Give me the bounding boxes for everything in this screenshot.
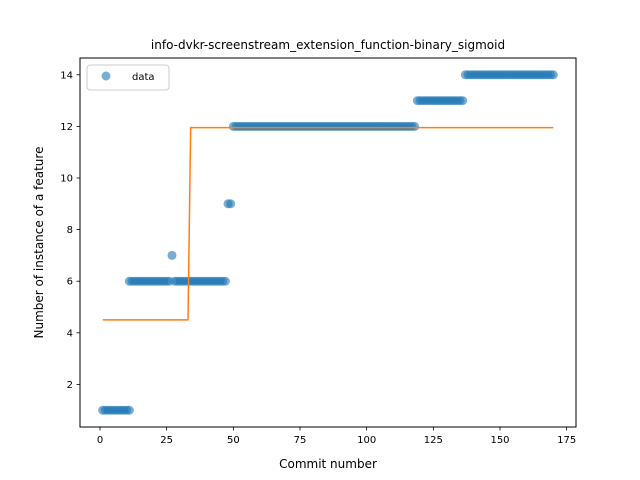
x-tick-label: 175 — [557, 435, 576, 446]
data-point — [458, 96, 468, 106]
x-axis-ticks: 0 25 50 75 100 125 150 175 — [97, 427, 576, 446]
y-tick-label: 6 — [67, 277, 73, 288]
y-tick-label: 12 — [60, 122, 73, 133]
x-tick-label: 75 — [294, 435, 307, 446]
y-tick-label: 10 — [60, 173, 73, 184]
data-point — [548, 70, 558, 80]
legend-box — [86, 64, 170, 91]
x-tick-label: 50 — [227, 435, 240, 446]
axes-frame — [79, 57, 577, 428]
y-axis-label: Number of instance of a feature — [32, 147, 46, 339]
fit-line — [102, 126, 554, 321]
x-tick-label: 0 — [97, 435, 103, 446]
legend: data — [86, 64, 170, 91]
x-tick-label: 100 — [357, 435, 376, 446]
data-point — [124, 405, 134, 415]
y-tick-label: 8 — [67, 225, 73, 236]
y-axis-ticks: 2 4 6 8 10 12 14 — [60, 70, 80, 391]
legend-label-data: data — [132, 72, 155, 83]
x-tick-label: 125 — [424, 435, 443, 446]
legend-marker-data — [101, 71, 111, 81]
data-point — [410, 121, 420, 131]
data-point — [226, 199, 236, 209]
y-tick-label: 4 — [67, 328, 73, 339]
y-tick-label: 2 — [67, 380, 73, 391]
data-point — [167, 250, 177, 260]
chart-title: info-dvkr-screenstream_extension_functio… — [151, 38, 505, 52]
x-axis-label: Commit number — [279, 457, 377, 471]
data-point — [220, 276, 230, 286]
x-tick-label: 150 — [490, 435, 509, 446]
x-tick-label: 25 — [160, 435, 173, 446]
plot-area — [98, 70, 558, 415]
y-tick-label: 14 — [60, 70, 73, 81]
